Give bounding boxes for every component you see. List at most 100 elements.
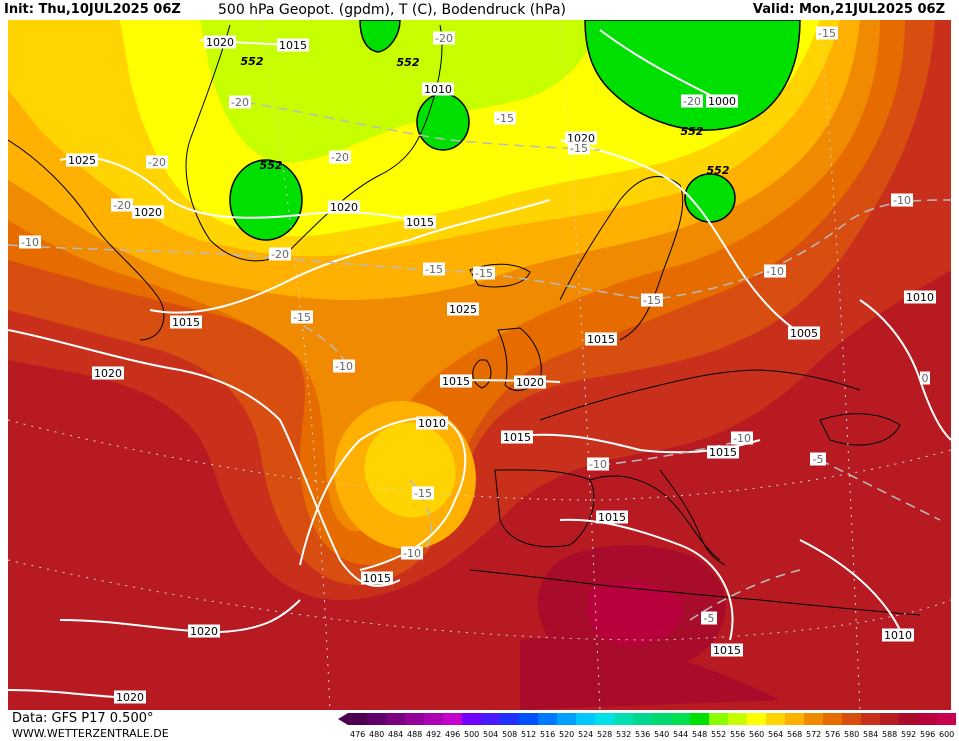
svg-text:0: 0: [922, 372, 929, 385]
temperature-label: -10: [19, 235, 41, 249]
svg-text:-15: -15: [293, 311, 311, 324]
temperature-label: -20: [111, 198, 133, 212]
product-title: 500 hPa Geopot. (gpdm), T (C), Bodendruc…: [218, 2, 566, 18]
colorbar-swatch: [690, 713, 709, 725]
svg-text:1010: 1010: [906, 291, 934, 304]
isobar-label: 1010: [882, 628, 914, 642]
temperature-label: -5: [810, 452, 826, 466]
geopot-label: 552: [397, 56, 420, 69]
colorbar-tick-label: 516: [540, 730, 555, 739]
colorbar-tick-label: 496: [445, 730, 460, 739]
colorbar-swatch: [519, 713, 538, 725]
colorbar-tick-label: 504: [483, 730, 498, 739]
isobar-label: 1025: [66, 153, 98, 167]
colorbar-swatch: [424, 713, 443, 725]
colorbar-swatch: [614, 713, 633, 725]
isobar-label: 1020: [114, 690, 146, 704]
colorbar-swatch: [861, 713, 880, 725]
temperature-label: -15: [494, 111, 516, 125]
colorbar-swatch: [633, 713, 652, 725]
isobar-label: 1020: [328, 200, 360, 214]
isobar-label: 1015: [707, 445, 739, 459]
colorbar-swatch: [481, 713, 500, 725]
isobar-label: 1015: [170, 315, 202, 329]
isobar-label: 1010: [416, 416, 448, 430]
isobar-label: 1020: [188, 624, 220, 638]
colorbar-swatch: [766, 713, 785, 725]
svg-text:-10: -10: [733, 432, 751, 445]
temperature-label: -5: [701, 611, 717, 625]
colorbar-tick-label: 512: [521, 730, 536, 739]
temperature-label: -15: [816, 26, 838, 40]
isobar-label: 1020: [92, 366, 124, 380]
svg-text:-10: -10: [766, 265, 784, 278]
temperature-label: -20: [329, 150, 351, 164]
svg-text:552: 552: [707, 164, 730, 177]
colorbar-legend: 476 480 484 488 492 496 500 504 508 512 516 520 524 5…: [338, 713, 956, 739]
svg-text:1025: 1025: [68, 154, 96, 167]
geopot-label: 552: [681, 125, 704, 138]
svg-text:-20: -20: [435, 32, 453, 45]
isobar-labels: 1020 1015 1010 1000 1025 1020 1020 1015 1020 1015…: [66, 35, 936, 704]
temperature-label: -10: [401, 546, 423, 560]
temperature-label: -10: [891, 193, 913, 207]
svg-text:-15: -15: [496, 112, 514, 125]
svg-text:-15: -15: [425, 263, 443, 276]
svg-text:552: 552: [241, 55, 264, 68]
svg-text:-10: -10: [403, 547, 421, 560]
colorbar-tick-label: 580: [844, 730, 859, 739]
temperature-label: -15: [423, 262, 445, 276]
geopot-labels: 552 552 552 552 552: [241, 55, 730, 177]
geopot-label: 552: [260, 159, 283, 172]
colorbar-tick-label: 592: [901, 730, 916, 739]
colorbar-swatch: [576, 713, 595, 725]
svg-text:1000: 1000: [708, 95, 736, 108]
colorbar-tick-label: 556: [730, 730, 745, 739]
graticule: [8, 20, 951, 710]
colorbar-swatch: [671, 713, 690, 725]
valid-time: Valid: Mon,21JUL2025 06Z: [752, 2, 945, 17]
colorbar-ticks: 476 480 484 488 492 496 500 504 508 512 516 520 524 5…: [350, 730, 954, 739]
colorbar-tick-label: 536: [635, 730, 650, 739]
colorbar-tick-label: 600: [939, 730, 954, 739]
colorbar-tick-label: 532: [616, 730, 631, 739]
colorbar-swatch: [747, 713, 766, 725]
colorbar-swatch: [804, 713, 823, 725]
colorbar-swatch: [443, 713, 462, 725]
svg-text:-20: -20: [113, 199, 131, 212]
svg-text:1015: 1015: [172, 316, 200, 329]
svg-text:-20: -20: [231, 96, 249, 109]
svg-text:1025: 1025: [449, 303, 477, 316]
isobar-label: 1010: [904, 290, 936, 304]
colorbar-tick-label: 480: [369, 730, 384, 739]
svg-text:1010: 1010: [424, 83, 452, 96]
svg-text:-5: -5: [813, 453, 824, 466]
colorbar-tick-label: 560: [749, 730, 764, 739]
temperature-label: -20: [146, 155, 168, 169]
colorbar-tick-label: 540: [654, 730, 669, 739]
svg-text:-15: -15: [643, 294, 661, 307]
colorbar-tick-label: 488: [407, 730, 422, 739]
colorbar-tick-label: 500: [464, 730, 479, 739]
svg-text:1015: 1015: [503, 431, 531, 444]
svg-text:1020: 1020: [330, 201, 358, 214]
svg-text:1015: 1015: [363, 572, 391, 585]
temperature-label: -10: [731, 431, 753, 445]
isobar-label: 1015: [440, 374, 472, 388]
colorbar-tick-label: 528: [597, 730, 612, 739]
colorbar-tick-label: 492: [426, 730, 441, 739]
geopot-label: 552: [707, 164, 730, 177]
isobar-label: 1020: [132, 205, 164, 219]
colorbar-tick-label: 576: [825, 730, 840, 739]
colorbar-tick-label: 588: [882, 730, 897, 739]
svg-text:-5: -5: [704, 612, 715, 625]
colorbar-swatch: [405, 713, 424, 725]
colorbar-swatch: [785, 713, 804, 725]
isobar-label: 1015: [277, 38, 309, 52]
svg-text:1015: 1015: [713, 644, 741, 657]
geopot-label: 552: [241, 55, 264, 68]
coastlines: [8, 24, 921, 616]
svg-text:1015: 1015: [709, 446, 737, 459]
temperature-label: -15: [568, 141, 590, 155]
colorbar-swatch: [652, 713, 671, 725]
